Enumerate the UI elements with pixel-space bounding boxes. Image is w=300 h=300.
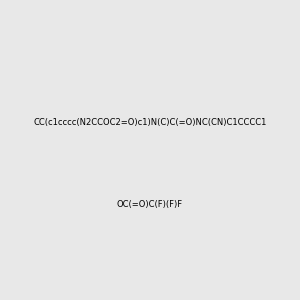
Text: OC(=O)C(F)(F)F: OC(=O)C(F)(F)F — [117, 200, 183, 208]
Text: CC(c1cccc(N2CCOC2=O)c1)N(C)C(=O)NC(CN)C1CCCC1: CC(c1cccc(N2CCOC2=O)c1)N(C)C(=O)NC(CN)C1… — [33, 118, 267, 127]
